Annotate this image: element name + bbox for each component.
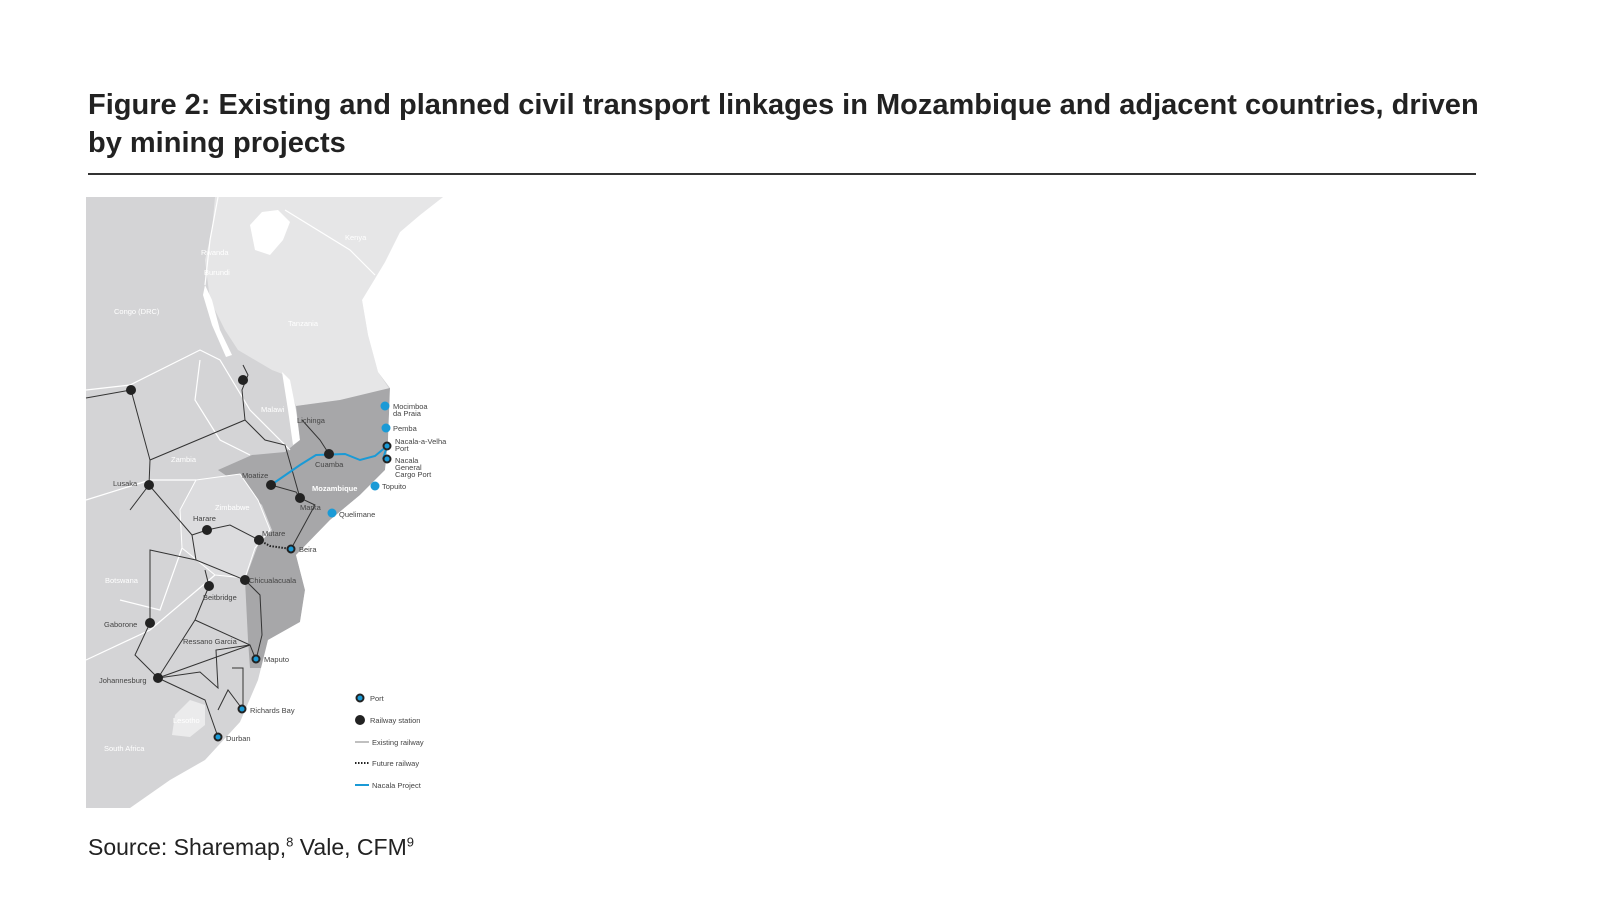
label-mutare: Mutare [262,529,285,538]
label-beira: Beira [299,545,317,554]
label-zimbabwe: Zimbabwe [215,503,250,512]
label-rwanda: Rwanda [201,248,229,257]
country-borders [85,196,376,661]
label-mocimboa: Mocimboa da Praia [393,402,428,418]
footnote-ref: 8 [286,834,294,850]
label-mozambique: Mozambique [312,484,357,493]
label-burundi: Burundi [204,268,230,277]
legend-station-icon [355,715,365,725]
legend-nacala: Nacala Project [372,781,422,790]
label-durban: Durban [226,734,251,743]
label-chicualacuala: Chicualacuala [249,576,297,585]
lesotho-region [172,700,205,737]
label-malawi: Malawi [261,405,285,414]
label-lusaka: Lusaka [113,479,138,488]
label-lichinga: Lichinga [297,416,326,425]
label-pemba: Pemba [393,424,418,433]
railway-stations [126,375,334,683]
mozambique-region [218,388,390,668]
source-text-2: Vale, CFM [293,834,407,860]
ports [213,401,392,742]
label-harare: Harare [193,514,216,523]
label-congo: Congo (DRC) [114,307,160,316]
label-tanzania: Tanzania [288,319,319,328]
label-botswana: Botswana [105,576,139,585]
legend-future: Future railway [372,759,419,768]
label-quelimane: Quelimane [339,510,375,519]
label-richards-bay: Richards Bay [250,706,295,715]
footnote-ref: 9 [406,834,414,850]
source-note: Source: Sharemap,8 Vale, CFM9 [88,834,414,861]
map-legend: Port Railway station Existing railway Fu… [355,693,424,790]
label-kenya: Kenya [345,233,367,242]
label-maputo: Maputo [264,655,289,664]
label-johannesburg: Johannesburg [99,676,147,685]
source-text: Source: Sharemap, [88,834,287,860]
label-south-africa: South Africa [104,744,145,753]
lake-malawi [282,372,300,445]
figure-title: Figure 2: Existing and planned civil tra… [88,89,1479,159]
legend-existing: Existing railway [372,738,424,747]
ocean [130,197,443,808]
title-divider [88,173,1476,175]
legend-port: Port [370,694,385,703]
label-lesotho: Lesotho [173,716,200,725]
label-topuito: Topuito [382,482,406,491]
label-zambia: Zambia [171,455,197,464]
lake-victoria [250,210,290,255]
label-ressano-garcia: Ressano Garcia [183,637,238,646]
label-moatize: Moatize [242,471,268,480]
label-gaborone: Gaborone [104,620,137,629]
legend-station: Railway station [370,716,420,725]
label-beitbridge: Beitbridge [203,593,237,602]
legend-port-icon [355,693,365,703]
label-nacala-velha: Nacala-a-Velha Port [395,437,447,453]
lake-tanganyika [203,285,232,357]
label-nacala-cargo: Nacala General Cargo Port [395,456,432,479]
label-marka: Marka [300,503,322,512]
label-cuamba: Cuamba [315,460,344,469]
